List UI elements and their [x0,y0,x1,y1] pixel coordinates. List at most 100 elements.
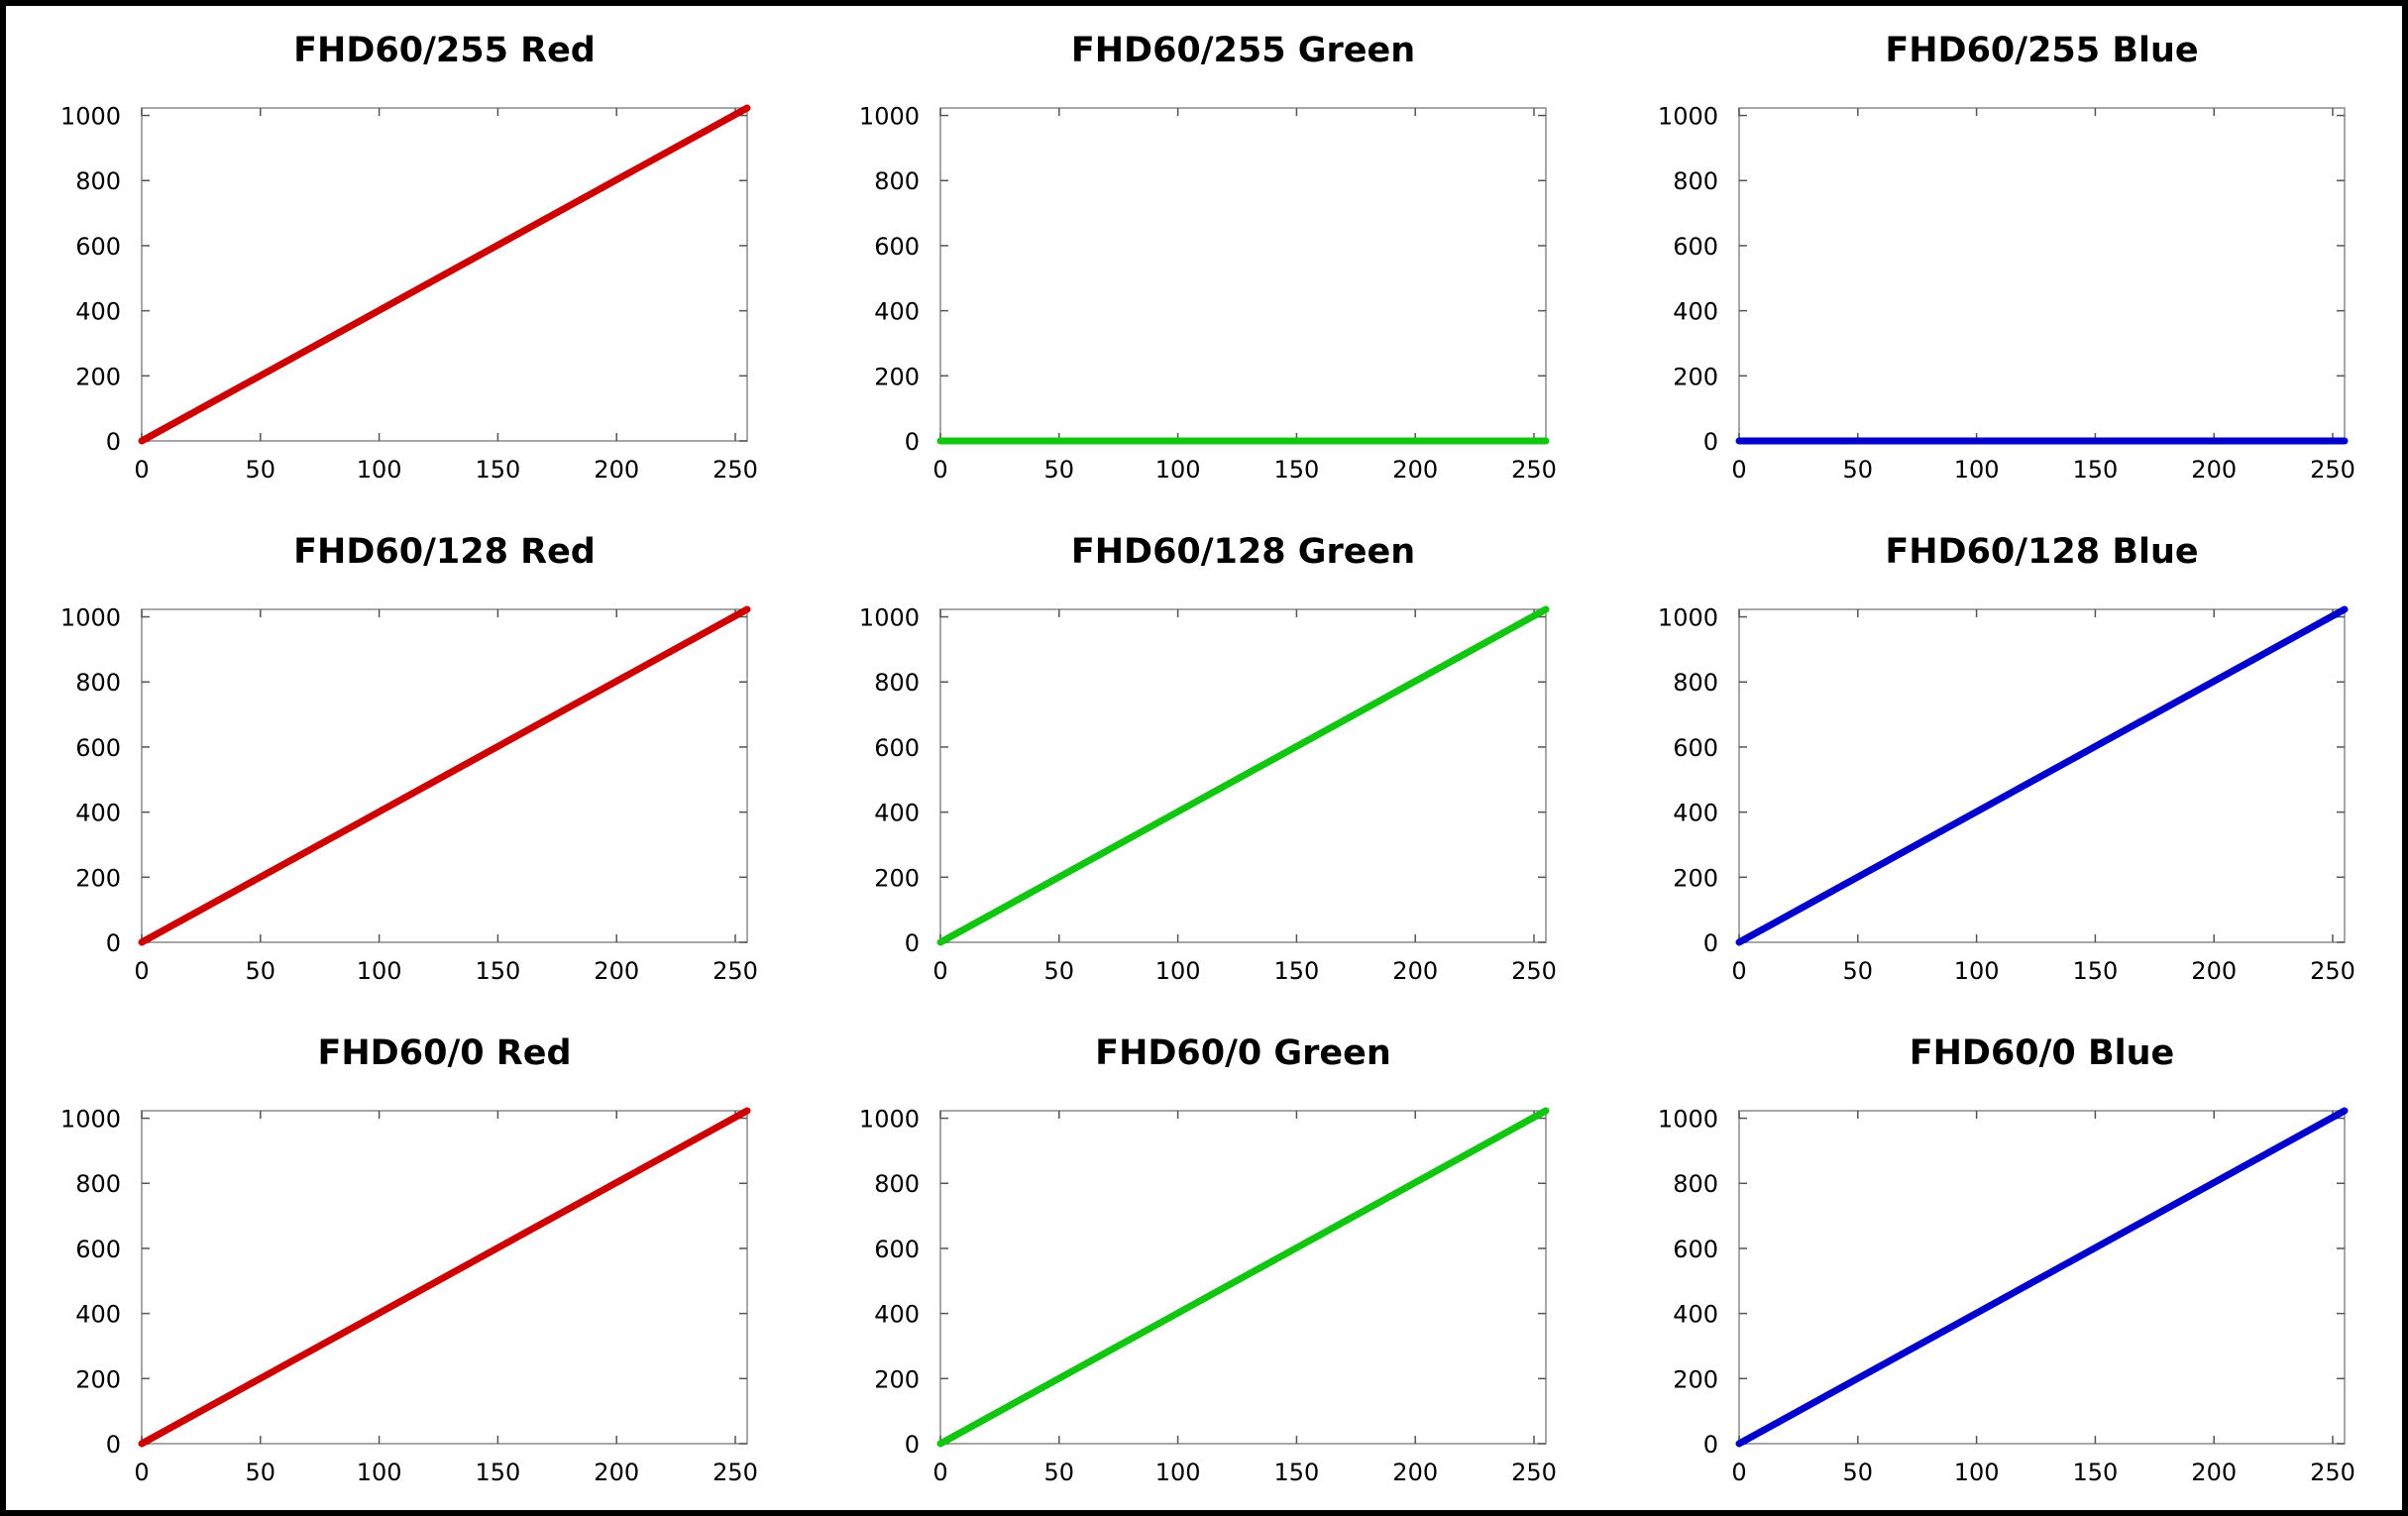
chart-panel: FHD60/128 Blue 0 50 100 150 200 250 0 200 400 600 8… [1658,532,2355,985]
x-tick-label: 100 [357,1459,402,1486]
y-tick-label: 800 [874,167,920,195]
y-tick-label: 800 [874,669,920,697]
x-tick-label: 50 [1044,456,1075,484]
y-tick-label: 1000 [859,1106,920,1134]
x-tick-label: 0 [1731,1459,1746,1486]
x-tick-label: 100 [1155,957,1201,985]
y-tick-label: 400 [75,800,121,827]
chart-panel: FHD60/255 Green 0 50 100 150 200 250 0 200 400 600… [859,31,1557,484]
x-tick-label: 100 [1954,957,2000,985]
y-tick-label: 1000 [859,604,920,632]
x-tick-label: 100 [357,456,402,484]
y-tick-label: 1000 [1658,1106,1718,1134]
x-tick-label: 250 [712,456,758,484]
x-tick-label: 100 [1954,1459,2000,1486]
plot-frame [939,608,1547,943]
x-tick-label: 250 [2310,456,2355,484]
x-tick-label: 100 [1954,456,2000,484]
x-tick-label: 0 [1731,456,1746,484]
chart-title: FHD60/255 Blue [1885,31,2198,70]
x-tick-label: 150 [2073,456,2119,484]
y-tick-label: 600 [874,233,920,261]
x-tick-label: 250 [2310,957,2355,985]
y-tick-label: 400 [75,1301,121,1329]
plot-frame [141,107,748,442]
x-tick-label: 150 [476,957,521,985]
x-tick-label: 50 [1843,1459,1874,1486]
x-tick-label: 250 [2310,1459,2355,1486]
x-tick-label: 100 [357,957,402,985]
y-tick-label: 0 [905,428,920,456]
x-tick-label: 50 [1044,1459,1075,1486]
chart-title: FHD60/128 Blue [1885,532,2198,572]
x-tick-label: 0 [1731,957,1746,985]
plot-frame [141,608,748,943]
x-tick-label: 200 [594,957,639,985]
plot-frame [1738,107,2346,442]
x-tick-label: 200 [2191,1459,2237,1486]
x-tick-label: 50 [1843,957,1874,985]
x-tick-label: 250 [712,957,758,985]
y-tick-label: 800 [1673,1170,1718,1198]
y-tick-label: 200 [75,363,121,390]
y-tick-label: 600 [75,233,121,261]
series-line [138,605,751,946]
chart-panel: FHD60/255 Blue 0 50 100 150 200 250 0 200 400 600 8… [1658,31,2355,484]
y-tick-label: 800 [75,669,121,697]
y-tick-label: 400 [75,298,121,326]
chart-title: FHD60/0 Red [317,1033,571,1073]
chart-panel: FHD60/255 Red 0 50 100 150 200 250 0 200 400 600 80… [60,31,758,484]
y-tick-label: 200 [874,363,920,390]
y-tick-label: 0 [1703,428,1718,456]
x-tick-label: 150 [1274,1459,1320,1486]
chart-panel: FHD60/0 Red 0 50 100 150 200 250 0 200 400 600 800 1… [60,1033,758,1486]
y-tick-label: 200 [75,1365,121,1393]
y-tick-label: 1000 [1658,604,1718,632]
series-line [138,104,751,445]
y-tick-label: 0 [106,428,121,456]
x-tick-label: 200 [1392,456,1438,484]
y-tick-label: 600 [75,734,121,762]
chart-title: FHD60/0 Green [1095,1033,1391,1073]
series-line [1735,605,2349,946]
x-tick-label: 250 [1511,456,1557,484]
chart-title: FHD60/128 Green [1071,532,1415,572]
y-tick-label: 0 [905,1431,920,1459]
y-tick-label: 200 [1673,864,1718,892]
x-tick-label: 0 [134,957,149,985]
chart-panel: FHD60/128 Red 0 50 100 150 200 250 0 200 400 600 80… [60,532,758,985]
x-tick-label: 150 [2073,957,2119,985]
series-line [936,605,1550,946]
x-tick-label: 0 [134,1459,149,1486]
y-tick-label: 800 [1673,669,1718,697]
y-tick-label: 1000 [60,604,121,632]
y-tick-label: 400 [1673,800,1718,827]
x-tick-label: 50 [246,1459,276,1486]
chart-title: FHD60/0 Blue [1910,1033,2175,1073]
y-tick-label: 0 [1703,929,1718,957]
y-tick-label: 600 [874,1236,920,1263]
x-tick-label: 100 [1155,456,1201,484]
x-tick-label: 50 [1044,957,1075,985]
y-tick-label: 400 [1673,298,1718,326]
y-tick-label: 400 [1673,1301,1718,1329]
x-tick-label: 200 [2191,456,2237,484]
y-tick-label: 200 [874,1365,920,1393]
y-tick-label: 400 [874,800,920,827]
y-tick-label: 1000 [1658,103,1718,131]
x-tick-label: 150 [1274,957,1320,985]
plot-frame [141,1110,748,1445]
y-tick-label: 600 [1673,1236,1718,1263]
x-tick-label: 150 [476,456,521,484]
y-tick-label: 800 [75,1170,121,1198]
y-tick-label: 800 [874,1170,920,1198]
y-tick-label: 1000 [60,1106,121,1134]
plot-frame [1738,1110,2346,1445]
y-tick-label: 200 [1673,363,1718,390]
y-tick-label: 600 [874,734,920,762]
x-tick-label: 50 [246,456,276,484]
chart-panel: FHD60/128 Green 0 50 100 150 200 250 0 200 400 600… [859,532,1557,985]
chart-panel: FHD60/0 Green 0 50 100 150 200 250 0 200 400 600 80… [859,1033,1557,1486]
x-tick-label: 50 [246,957,276,985]
